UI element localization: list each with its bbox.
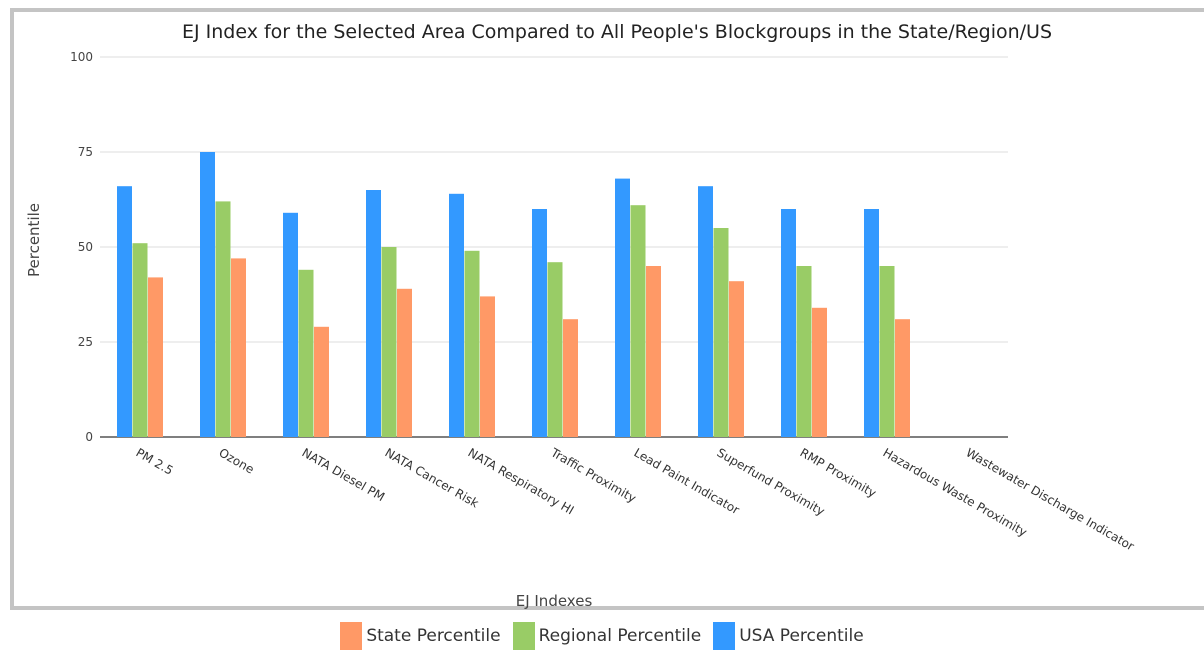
bars <box>117 152 910 437</box>
legend-swatch <box>340 622 363 650</box>
bar-regional-percentile <box>464 250 480 437</box>
bar-state-percentile <box>231 258 246 437</box>
legend-item: USA Percentile <box>713 622 864 650</box>
x-tick-label: RMP Proximity <box>798 445 879 500</box>
bar-usa-percentile <box>200 152 215 437</box>
legend-label: State Percentile <box>366 626 501 646</box>
x-tick-label: NATA Diesel PM <box>300 445 388 504</box>
bar-regional-percentile <box>879 266 895 437</box>
bar-regional-percentile <box>796 266 812 437</box>
legend-label: Regional Percentile <box>538 626 702 646</box>
bar-state-percentile <box>646 266 661 437</box>
bar-usa-percentile <box>449 193 464 437</box>
x-tick-label: Wastewater Discharge Indicator <box>964 445 1137 553</box>
legend-item: Regional Percentile <box>512 622 702 650</box>
legend: State Percentile Regional Percentile USA P… <box>0 622 1204 650</box>
bar-usa-percentile <box>532 209 547 437</box>
bar-regional-percentile <box>132 243 148 437</box>
bar-regional-percentile <box>215 201 231 437</box>
legend-swatch <box>512 622 535 650</box>
x-tick-label: Hazardous Waste Proximity <box>881 445 1030 539</box>
bar-state-percentile <box>563 319 578 437</box>
y-tick-label: 75 <box>78 145 93 159</box>
bar-usa-percentile <box>864 209 879 437</box>
bar-state-percentile <box>729 281 744 437</box>
bar-regional-percentile <box>298 269 314 437</box>
x-axis-label: EJ Indexes <box>516 592 593 610</box>
bar-state-percentile <box>895 319 910 437</box>
bar-regional-percentile <box>381 247 397 437</box>
bar-state-percentile <box>812 307 827 437</box>
bar-state-percentile <box>314 326 329 437</box>
legend-swatch <box>713 622 736 650</box>
y-tick-label: 50 <box>78 240 93 254</box>
x-tick-label: Ozone <box>217 445 257 476</box>
bar-regional-percentile <box>713 228 729 437</box>
bar-usa-percentile <box>366 190 381 437</box>
bar-state-percentile <box>397 288 412 437</box>
bar-usa-percentile <box>698 186 713 437</box>
legend-label: USA Percentile <box>739 626 864 646</box>
y-axis-label: Percentile <box>25 203 43 277</box>
bar-usa-percentile <box>615 178 630 437</box>
bar-regional-percentile <box>630 205 646 437</box>
bar-regional-percentile <box>547 262 563 437</box>
x-tick-label: PM 2.5 <box>134 445 176 477</box>
bar-usa-percentile <box>283 212 298 437</box>
chart-title: EJ Index for the Selected Area Compared … <box>182 21 1052 43</box>
bar-usa-percentile <box>781 209 796 437</box>
bar-state-percentile <box>480 296 495 437</box>
bar-usa-percentile <box>117 186 132 437</box>
y-axis-ticks: 0 25 50 75 100 <box>70 50 93 444</box>
y-tick-label: 25 <box>78 335 93 349</box>
legend-item: State Percentile <box>340 622 501 650</box>
y-tick-label: 0 <box>85 430 93 444</box>
y-tick-label: 100 <box>70 50 93 64</box>
bar-state-percentile <box>148 277 163 437</box>
